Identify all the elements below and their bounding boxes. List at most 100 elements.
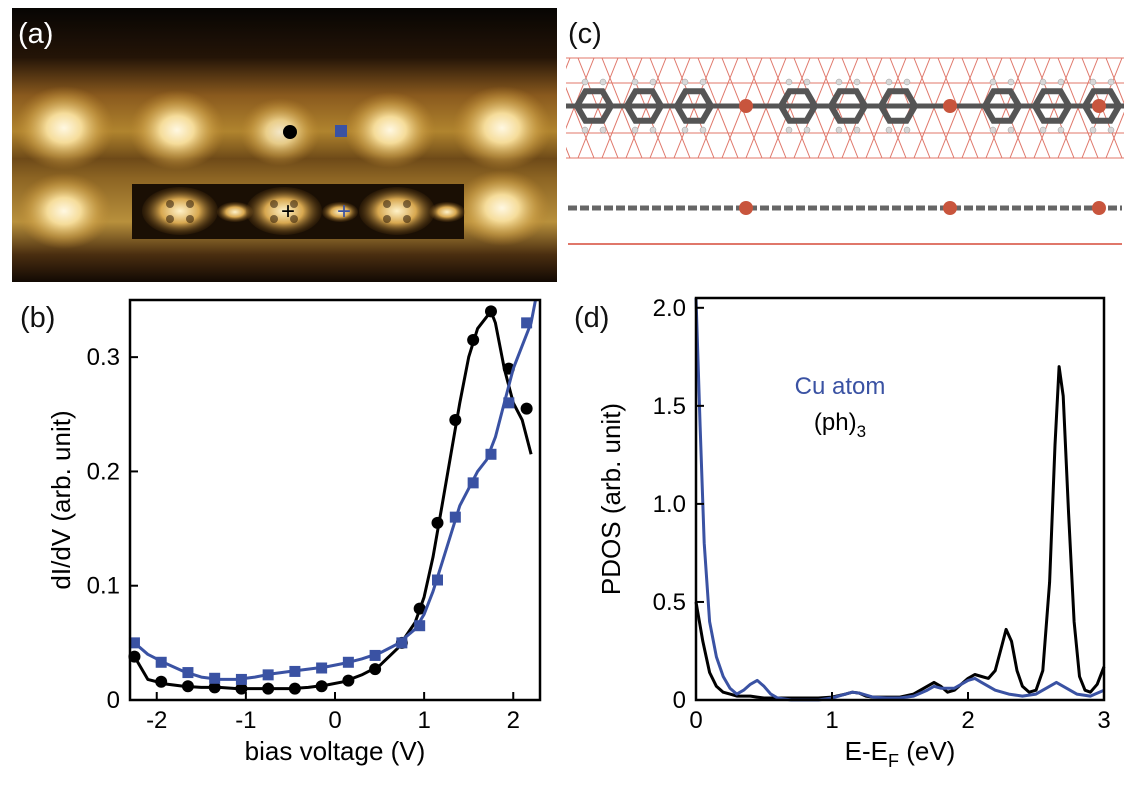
data-point: [128, 650, 141, 663]
data-point: [342, 656, 354, 668]
panel-label-a: (a): [18, 18, 54, 50]
panel-label-b: (b): [20, 302, 56, 334]
data-point: [209, 672, 221, 684]
hydrogen-atom: [785, 126, 793, 134]
hydrogen-atom: [903, 78, 911, 86]
copper-atom-side: [1092, 201, 1106, 215]
x-axis-label: E-EF (eV): [845, 736, 956, 771]
hydrogen-atom: [581, 78, 589, 86]
data-point: [521, 317, 533, 329]
phenyl-ring: [877, 88, 919, 124]
hydrogen-atom: [1057, 126, 1065, 134]
black-circle-marker: [283, 125, 297, 139]
data-point: [182, 667, 194, 679]
hydrogen-atom: [599, 126, 607, 134]
y-tick-label: 0.5: [653, 589, 686, 616]
y-tick-label: 2.0: [653, 295, 686, 322]
data-point: [155, 656, 167, 668]
panel-label-d: (d): [574, 302, 610, 334]
x-tick-label: 1: [825, 707, 838, 734]
y-tick-label: 0.2: [87, 458, 120, 485]
y-tick-label: 0: [107, 687, 120, 714]
hydrogen-atom: [1107, 78, 1115, 86]
hydrogen-atom: [989, 126, 997, 134]
hydrogen-atom: [1089, 126, 1097, 134]
hydrogen-atom: [1007, 78, 1015, 86]
panel-label-c: (c): [568, 18, 602, 50]
data-point: [289, 665, 301, 677]
x-tick-label: 0: [328, 707, 341, 734]
data-point: [235, 673, 247, 685]
stm-lower-row-lobes: [16, 170, 550, 249]
plot-frame: [694, 296, 1106, 702]
data-point: [484, 305, 497, 318]
hydrogen-atom: [803, 78, 811, 86]
legend-entry: Cu atom: [795, 373, 886, 400]
hydrogen-atom: [699, 78, 707, 86]
series-blue-line: [694, 297, 1105, 702]
plot-area: [694, 297, 1106, 702]
data-point: [315, 680, 328, 693]
copper-atom: [1092, 99, 1106, 113]
data-point: [128, 637, 140, 649]
x-tick-label: 1: [417, 707, 430, 734]
chart-b-svg: -2 -1 0 1 2 0 0.1 0.2 0.3 bias voltage (V) dI/dV (…: [46, 298, 542, 766]
data-point: [155, 675, 168, 688]
stm-image: + +: [12, 8, 557, 282]
series-black-line: [694, 365, 1106, 700]
data-point: [342, 674, 355, 687]
hydrogen-atom: [599, 78, 607, 86]
data-point: [396, 637, 408, 649]
hydrogen-atom: [835, 126, 843, 134]
hydrogen-atom: [681, 126, 689, 134]
hydrogen-atom: [699, 126, 707, 134]
hydrogen-atom: [989, 78, 997, 86]
y-tick-label: 1.5: [653, 393, 686, 420]
y-tick-label: 0: [673, 687, 686, 714]
phenyl-ring: [1031, 88, 1073, 124]
phenyl-ring: [827, 88, 869, 124]
x-tick-label: -2: [146, 707, 167, 734]
y-axis-label: PDOS (arb. unit): [596, 403, 626, 595]
phenyl-ring: [673, 88, 715, 124]
y-axis-label: dI/dV (arb. unit): [46, 410, 76, 589]
data-point: [485, 448, 497, 460]
data-point: [369, 663, 382, 676]
phenyl-ring: [777, 88, 819, 124]
hydrogen-atom: [1057, 78, 1065, 86]
data-point: [432, 574, 443, 586]
data-point: [262, 669, 274, 681]
hydrogen-atom: [803, 126, 811, 134]
stm-image-panel: + + (a): [12, 8, 557, 282]
hydrogen-atom: [903, 126, 911, 134]
hydrogen-atom: [581, 126, 589, 134]
x-axis-label: bias voltage (V): [245, 736, 426, 766]
data-point: [414, 620, 426, 632]
series-blue: [694, 297, 1105, 702]
copper-atom-side: [943, 201, 957, 215]
series-black-line: [133, 309, 533, 691]
hydrogen-atom: [885, 126, 893, 134]
x-tick-label: -1: [235, 707, 256, 734]
phenyl-ring: [981, 88, 1023, 124]
legend: Cu atom (ph)3: [795, 373, 886, 441]
data-point: [369, 649, 381, 661]
plot-frame: [128, 298, 542, 702]
phenyl-ring: [573, 88, 615, 124]
x-tick-label: 3: [1097, 707, 1110, 734]
data-point: [449, 414, 462, 426]
chart-d-svg: 0 1 2 3 0 0.5 1.0 1.5 2.0 E-EF (eV) PDOS (arb. uni…: [596, 295, 1111, 771]
hydrogen-atom: [649, 126, 657, 134]
blue-square-marker: [335, 125, 347, 137]
hydrogen-atom: [853, 126, 861, 134]
molecule-chain-top-view: [566, 78, 1124, 134]
data-point: [288, 682, 301, 695]
data-point: [520, 402, 533, 415]
data-point: [413, 602, 426, 615]
molecule-chain-side-view: [568, 201, 1122, 215]
black-cross-marker: +: [281, 198, 295, 225]
data-point: [467, 477, 479, 489]
y-tick-label: 0.3: [87, 344, 120, 371]
data-point: [503, 397, 515, 409]
stm-upper-row-lobes: [14, 86, 552, 170]
